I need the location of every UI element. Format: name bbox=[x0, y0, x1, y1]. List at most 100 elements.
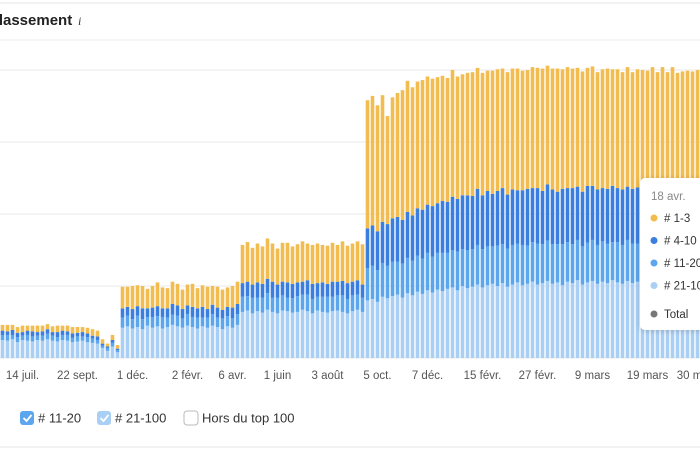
bar-segment bbox=[20, 332, 25, 336]
bar-segment bbox=[485, 70, 490, 191]
bar-segment bbox=[570, 68, 575, 189]
bar-segment bbox=[230, 307, 235, 319]
bar-segment bbox=[240, 311, 245, 358]
bar-segment bbox=[620, 283, 625, 358]
legend-checkbox[interactable] bbox=[20, 411, 34, 425]
bar-segment bbox=[615, 242, 620, 283]
bar-segment bbox=[140, 308, 145, 320]
bar-segment bbox=[245, 242, 250, 282]
info-icon[interactable]: i bbox=[78, 14, 81, 28]
bar-segment bbox=[345, 283, 350, 299]
bar-segment bbox=[315, 243, 320, 284]
bar-segment bbox=[415, 291, 420, 358]
bar-segment bbox=[440, 252, 445, 292]
bar-segment bbox=[310, 298, 315, 314]
bar-segment bbox=[375, 231, 380, 271]
bar-segment bbox=[570, 283, 575, 358]
bar-segment bbox=[70, 342, 75, 358]
bar-segment bbox=[360, 311, 365, 358]
bar-segment bbox=[5, 340, 10, 358]
bar-segment bbox=[210, 304, 215, 315]
bar-segment bbox=[470, 286, 475, 358]
bar-segment bbox=[30, 325, 35, 332]
bar-segment bbox=[40, 325, 45, 332]
bar-segment bbox=[515, 190, 520, 244]
legend-checkbox[interactable] bbox=[183, 410, 199, 426]
bar-segment bbox=[220, 329, 225, 358]
bar-segment bbox=[495, 190, 500, 246]
bar-segment bbox=[245, 296, 250, 311]
bar-segment bbox=[520, 285, 525, 358]
bar-segment bbox=[435, 77, 440, 204]
bar-segment bbox=[425, 290, 430, 358]
x-tick-label: 9 mars bbox=[575, 370, 610, 382]
bar-segment bbox=[615, 69, 620, 189]
bar-segment bbox=[405, 257, 410, 294]
bar-segment bbox=[475, 284, 480, 358]
bar-segment bbox=[75, 341, 80, 358]
x-tick-label: 3 août bbox=[312, 370, 345, 382]
bar-segment bbox=[325, 296, 330, 313]
bar-segment bbox=[425, 204, 430, 253]
bar-segment bbox=[320, 296, 325, 312]
bar-segment bbox=[290, 283, 295, 299]
bar-segment bbox=[285, 311, 290, 358]
bar-segment bbox=[120, 308, 125, 318]
tooltip-dot bbox=[650, 214, 658, 222]
legend-checkbox[interactable] bbox=[97, 411, 111, 425]
bar-segment bbox=[300, 241, 305, 282]
bar-segment bbox=[425, 76, 430, 205]
bar-segment bbox=[80, 327, 85, 333]
bar-segment bbox=[225, 287, 230, 307]
bar-segment bbox=[15, 332, 20, 338]
bar-segment bbox=[175, 283, 180, 306]
bar-segment bbox=[540, 244, 545, 284]
bar-segment bbox=[345, 313, 350, 358]
bar-segment bbox=[80, 336, 85, 341]
bar-segment bbox=[180, 318, 185, 328]
bar-segment bbox=[150, 316, 155, 328]
bar-segment bbox=[415, 255, 420, 292]
bar-segment bbox=[300, 294, 305, 310]
bar-segment bbox=[360, 297, 365, 312]
bar-segment bbox=[230, 286, 235, 308]
bar-segment bbox=[5, 334, 10, 341]
bar-segment bbox=[320, 282, 325, 297]
bar-segment bbox=[275, 248, 280, 285]
bar-segment bbox=[265, 278, 270, 294]
bar-segment bbox=[480, 195, 485, 250]
bar-segment bbox=[275, 284, 280, 298]
legend-check bbox=[22, 414, 33, 423]
bar-segment bbox=[75, 336, 80, 342]
bar-segment bbox=[375, 301, 380, 358]
bar-segment bbox=[555, 191, 560, 245]
bar-segment bbox=[40, 335, 45, 341]
bar-segment bbox=[130, 328, 135, 358]
bar-segment bbox=[495, 245, 500, 286]
bar-segment bbox=[235, 304, 240, 315]
bar-segment bbox=[10, 334, 15, 340]
bar-segment bbox=[50, 326, 55, 333]
bar-segment bbox=[635, 243, 640, 282]
bar-segment bbox=[355, 280, 360, 295]
bar-segment bbox=[80, 332, 85, 337]
bar-segment bbox=[545, 280, 550, 358]
bar-segment bbox=[315, 310, 320, 358]
bar-segment bbox=[225, 316, 230, 327]
bar-segment bbox=[380, 262, 385, 297]
bar-segment bbox=[625, 186, 630, 240]
bar-segment bbox=[470, 72, 475, 196]
bar-segment bbox=[555, 244, 560, 283]
bar-segment bbox=[510, 284, 515, 358]
bar-segment bbox=[545, 65, 550, 185]
bar-segment bbox=[145, 325, 150, 358]
x-tick-label: 5 oct. bbox=[363, 370, 391, 382]
bar-segment bbox=[225, 306, 230, 317]
bar-segment bbox=[550, 244, 555, 284]
bar-segment bbox=[540, 190, 545, 245]
bar-segment bbox=[445, 201, 450, 253]
bar-segment bbox=[100, 339, 105, 344]
bar-segment bbox=[120, 327, 125, 358]
bar-segment bbox=[350, 281, 355, 296]
bar-segment bbox=[265, 309, 270, 358]
